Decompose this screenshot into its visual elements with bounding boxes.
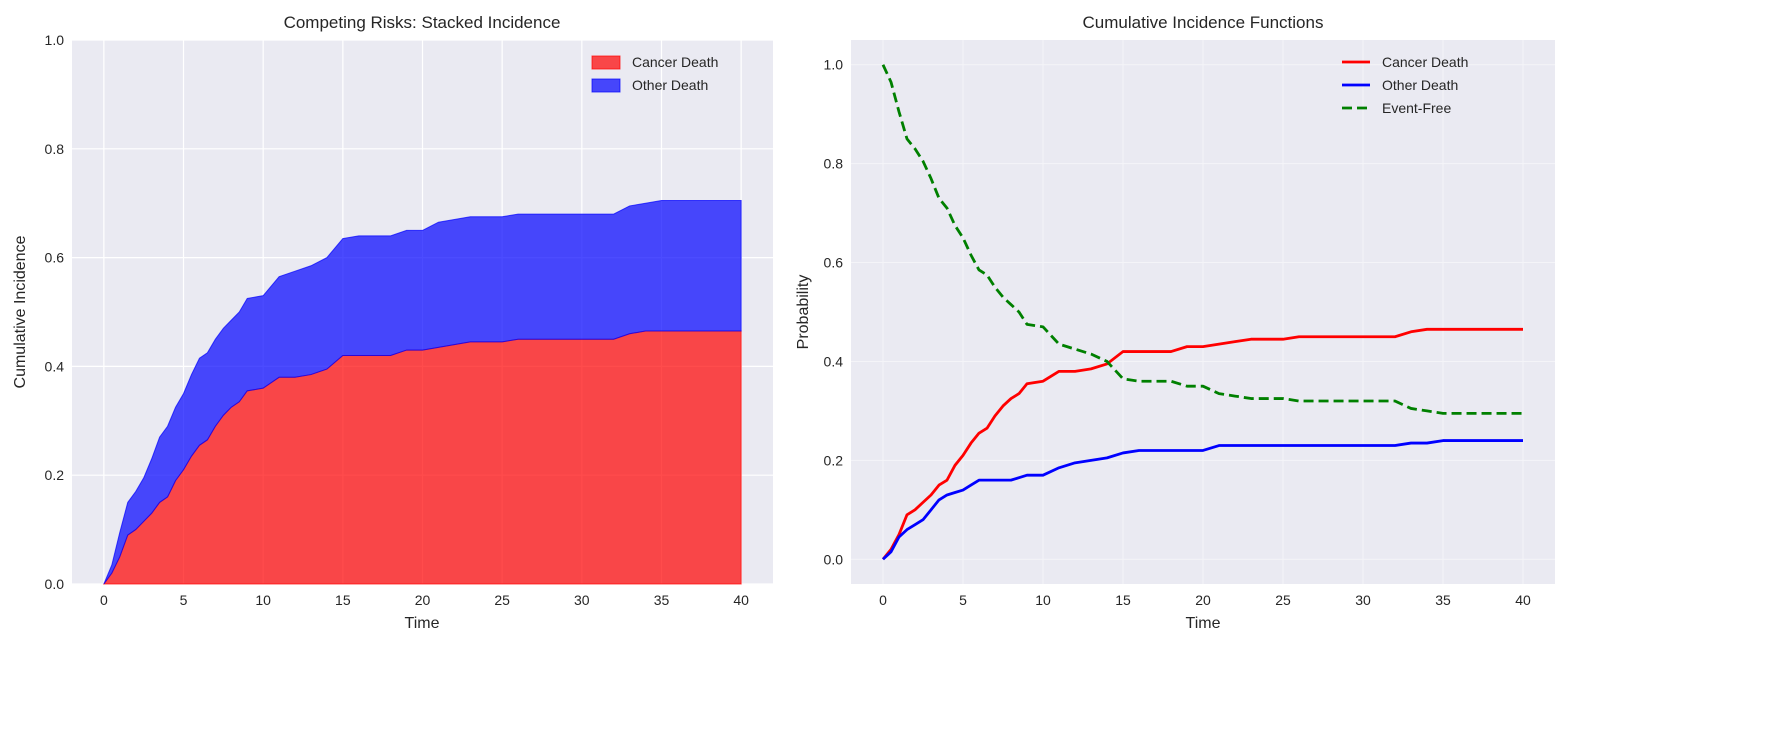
y-tick-label: 0.2: [45, 467, 65, 483]
cumulative-incidence-chart: Cumulative Incidence Functions Time Prob…: [795, 13, 1555, 632]
x-tick-label: 20: [415, 592, 431, 608]
y-tick-label: 0.8: [824, 156, 844, 172]
legend: Cancer Death Other Death: [591, 54, 718, 93]
legend-label: Other Death: [632, 77, 708, 93]
y-tick-label: 0.8: [45, 141, 65, 157]
y-tick-label: 0.4: [45, 358, 65, 374]
legend-label: Cancer Death: [632, 54, 718, 70]
y-tick-label: 0.2: [824, 452, 844, 468]
x-tick-label: 40: [1515, 592, 1531, 608]
x-tick-label: 15: [335, 592, 351, 608]
area-other-death: [103, 199, 742, 585]
x-tick-label: 15: [1115, 592, 1131, 608]
x-tick-label: 30: [574, 592, 590, 608]
y-tick-label: 1.0: [45, 32, 65, 48]
y-tick-label: 0.6: [45, 250, 65, 266]
x-tick-label: 10: [1035, 592, 1051, 608]
line-cancer-death: [881, 327, 1523, 561]
x-axis-label: Time: [405, 615, 440, 632]
x-tick-label: 0: [879, 592, 887, 608]
legend: Cancer Death Other Death Event-Free: [1342, 54, 1468, 116]
legend-label: Other Death: [1382, 77, 1458, 93]
y-axis-label: Cumulative Incidence: [12, 235, 29, 388]
legend-label: Event-Free: [1382, 100, 1451, 116]
x-axis-label: Time: [1186, 615, 1221, 632]
line-event-free: [881, 64, 1523, 415]
line-other-death: [882, 439, 1523, 561]
y-tick-label: 0.0: [824, 551, 844, 567]
y-tick-label: 0.6: [824, 255, 844, 271]
legend-swatch: [591, 78, 621, 93]
legend-swatch: [591, 55, 621, 70]
y-axis-label: Probability: [795, 275, 812, 350]
x-tick-label: 25: [1275, 592, 1291, 608]
x-tick-label: 35: [1435, 592, 1451, 608]
x-tick-label: 10: [255, 592, 271, 608]
x-tick-label: 5: [959, 592, 967, 608]
x-tick-label: 35: [654, 592, 670, 608]
y-tick-label: 0.0: [45, 576, 65, 592]
chart-title: Competing Risks: Stacked Incidence: [284, 13, 561, 32]
x-tick-label: 20: [1195, 592, 1211, 608]
stacked-incidence-chart: Competing Risks: Stacked Incidence Time …: [12, 13, 773, 632]
x-tick-label: 0: [100, 592, 108, 608]
x-tick-label: 5: [180, 592, 188, 608]
y-tick-label: 0.4: [824, 353, 844, 369]
x-tick-label: 40: [733, 592, 749, 608]
y-tick-label: 1.0: [824, 57, 844, 73]
x-tick-label: 30: [1355, 592, 1371, 608]
x-tick-label: 25: [494, 592, 510, 608]
legend-label: Cancer Death: [1382, 54, 1468, 70]
chart-title: Cumulative Incidence Functions: [1083, 13, 1324, 32]
